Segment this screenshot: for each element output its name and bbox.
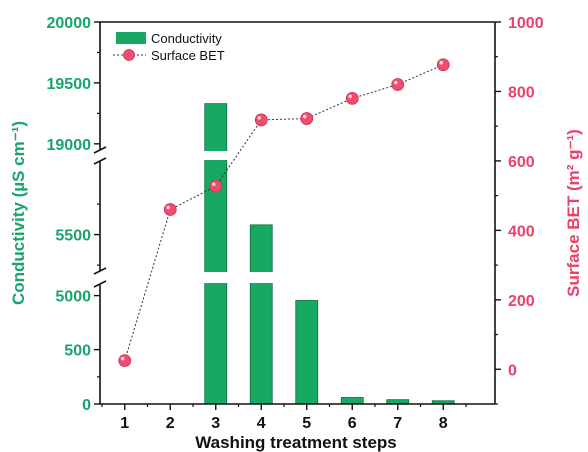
surface-bet-point-highlight	[439, 60, 444, 65]
left-tick-label: 500	[64, 343, 91, 360]
right-tick-label: 400	[508, 223, 535, 240]
surface-bet-point-1	[118, 354, 132, 367]
surface-bet-point-3	[209, 179, 223, 193]
axes	[93, 21, 496, 405]
legend-label-surface-bet: Surface BET	[151, 48, 225, 63]
surface-bet-point-highlight	[257, 116, 262, 120]
surface-bet-point-highlight	[393, 80, 398, 85]
right-tick-label: 1000	[508, 15, 544, 32]
surface-bet-point-highlight	[302, 114, 307, 119]
left-tick-label: 0	[82, 397, 91, 414]
surface-bet-point-7	[391, 78, 405, 91]
x-tick-label: 2	[166, 415, 175, 432]
surface-bet-point-highlight	[120, 356, 125, 361]
right-tick-label: 200	[508, 293, 535, 310]
surface-bet-point-5	[300, 112, 314, 125]
x-tick-label: 8	[439, 415, 448, 432]
left-axis-break-mark-2a	[93, 267, 107, 275]
left-tick-label: 19000	[47, 137, 92, 154]
bar-4	[249, 224, 273, 405]
left-axis-break-mark-1a	[93, 146, 107, 154]
x-tick-label: 3	[211, 415, 220, 432]
surface-bet-point-8	[436, 58, 450, 72]
bar-5	[295, 300, 319, 405]
left-axis-title: Conductivity (µS cm⁻¹)	[9, 121, 28, 305]
right-axis-title: Surface BET (m² g⁻¹)	[564, 129, 583, 297]
surface-bet-point-2	[163, 203, 177, 216]
x-tick-label: 1	[120, 415, 129, 432]
x-axis-ticks: 1 2 3 4 5 6 7 8	[101, 404, 467, 432]
right-tick-label: 0	[508, 362, 517, 379]
x-tick-label: 5	[302, 415, 311, 432]
bar-6	[340, 397, 364, 405]
surface-bet-point-highlight	[211, 182, 216, 187]
surface-bet-point-4	[254, 113, 268, 127]
legend-swatch-conductivity	[116, 32, 146, 44]
x-tick-label: 7	[393, 415, 402, 432]
legend-label-conductivity: Conductivity	[151, 31, 222, 46]
right-tick-label: 800	[508, 84, 535, 101]
axis-break-gap-2	[104, 272, 494, 283]
left-axis-ticks: 0 500 5000 5500 19000 19500 20000	[47, 15, 100, 414]
surface-bet-point-highlight	[166, 205, 171, 210]
left-tick-label: 5000	[55, 289, 91, 306]
bar-3	[204, 103, 228, 405]
legend-marker-surface-bet	[123, 49, 135, 61]
line-series-surface-bet	[118, 58, 450, 367]
axis-break-gap-1	[104, 151, 494, 160]
bar-series-conductivity	[204, 103, 455, 405]
x-tick-label: 6	[348, 415, 357, 432]
left-tick-label: 19500	[47, 76, 92, 93]
left-axis-break-mark-1b	[93, 157, 107, 165]
x-tick-label: 4	[257, 415, 266, 432]
right-axis-ticks: 0 200 400 600 800 1000	[495, 15, 544, 405]
left-tick-label: 5500	[55, 228, 91, 245]
left-tick-label: 20000	[47, 15, 92, 32]
left-axis-break-mark-2b	[93, 280, 107, 288]
right-tick-label: 600	[508, 154, 535, 171]
surface-bet-point-highlight	[348, 94, 353, 99]
legend: Conductivity Surface BET	[113, 31, 225, 63]
surface-bet-line	[124, 64, 444, 361]
surface-bet-point-6	[345, 92, 359, 105]
x-axis-title: Washing treatment steps	[195, 433, 397, 452]
axis-break-gaps	[104, 151, 494, 283]
